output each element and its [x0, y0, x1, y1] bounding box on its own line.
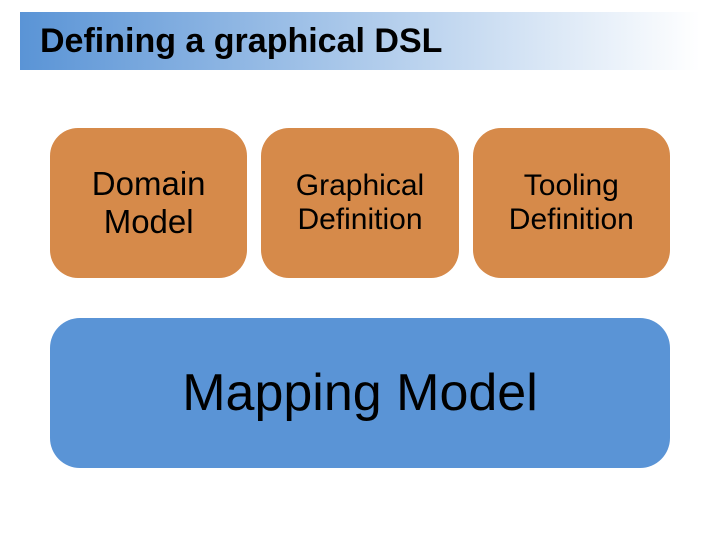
card-label: Mapping Model — [182, 363, 538, 423]
card-tooling-definition: Tooling Definition — [473, 128, 670, 278]
card-mapping-model: Mapping Model — [50, 318, 670, 468]
card-domain-model: Domain Model — [50, 128, 247, 278]
top-row: Domain Model Graphical Definition Toolin… — [50, 128, 670, 278]
slide-title: Defining a graphical DSL — [40, 22, 442, 61]
card-label: Graphical Definition — [296, 169, 424, 238]
card-graphical-definition: Graphical Definition — [261, 128, 458, 278]
title-bar: Defining a graphical DSL — [20, 12, 700, 70]
slide: Defining a graphical DSL Domain Model Gr… — [0, 0, 720, 540]
card-label: Tooling Definition — [509, 169, 634, 238]
card-label: Domain Model — [92, 165, 206, 241]
